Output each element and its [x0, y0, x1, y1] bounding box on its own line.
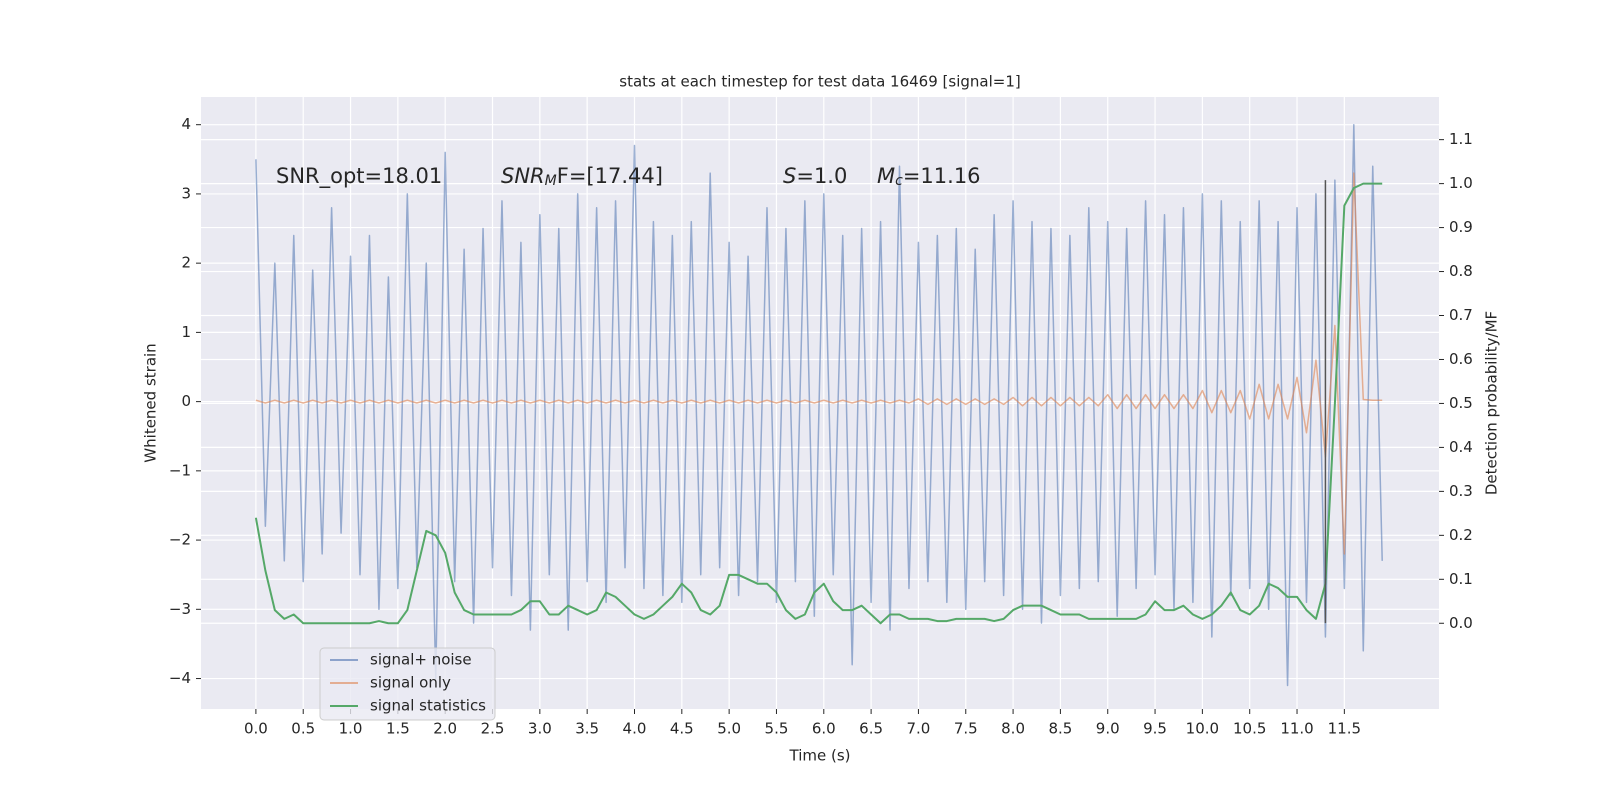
- x-tick-label: 3.0: [528, 720, 552, 738]
- y2-tick-label: 0.1: [1449, 570, 1473, 588]
- y2-tick-label: 0.0: [1449, 614, 1473, 632]
- series-line: [254, 182, 1383, 625]
- x-tick-label: 8.5: [1048, 720, 1072, 738]
- y2-tick-label: 0.7: [1449, 306, 1473, 324]
- annotation-part: c: [895, 173, 903, 189]
- annotation-part: =1.0: [796, 164, 847, 188]
- x-tick-label: 5.5: [765, 720, 789, 738]
- x-tick-label: 9.0: [1096, 720, 1120, 738]
- x-tick-label: 3.5: [575, 720, 599, 738]
- y2-tick-label: 1.1: [1449, 130, 1473, 148]
- annotation-part: SNR: [501, 164, 545, 188]
- x-tick-label: 10.0: [1186, 720, 1219, 738]
- annotation-part: F=[17.44]: [557, 164, 663, 188]
- y2-axis-label: Detection probability/MF: [1483, 311, 1501, 495]
- annotation: Mc=11.16: [877, 164, 981, 189]
- annotation-part: =11.16: [903, 164, 981, 188]
- x-axis-label: Time (s): [789, 747, 851, 765]
- x-tick-label: 4.5: [670, 720, 694, 738]
- x-tick-label: 8.0: [1001, 720, 1025, 738]
- x-tick-label: 5.0: [717, 720, 741, 738]
- x-tick-label: 2.0: [433, 720, 457, 738]
- x-tick-label: 0.0: [244, 720, 268, 738]
- y-tick-label: 4: [181, 115, 191, 133]
- x-tick-label: 11.5: [1328, 720, 1361, 738]
- y-tick-label: −3: [169, 600, 191, 618]
- y2-tick-label: 1.0: [1449, 174, 1473, 192]
- annotation-part: SNR_opt=18.01: [276, 164, 442, 189]
- x-tick-label: 4.0: [623, 720, 647, 738]
- annotation-part: S: [783, 164, 796, 188]
- y-tick-label: −2: [169, 531, 191, 549]
- x-tick-label: 1.0: [339, 720, 363, 738]
- y2-tick-label: 0.6: [1449, 350, 1473, 368]
- x-tick-label: 2.5: [481, 720, 505, 738]
- y2-tick-label: 0.2: [1449, 526, 1473, 544]
- annotation: SNR_opt=18.01: [276, 164, 442, 189]
- y-tick-label: −1: [169, 461, 191, 479]
- x-tick-label: 6.0: [812, 720, 836, 738]
- y2-tick-label: 0.9: [1449, 218, 1473, 236]
- x-tick-label: 9.5: [1143, 720, 1167, 738]
- x-tick-label: 0.5: [291, 720, 315, 738]
- chart-title: stats at each timestep for test data 164…: [619, 73, 1020, 91]
- x-tick-label: 1.5: [386, 720, 410, 738]
- x-tick-label: 7.0: [907, 720, 931, 738]
- legend-label: signal+ noise: [370, 651, 472, 669]
- annotation: S=1.0: [783, 164, 847, 188]
- y2-tick-label: 0.8: [1449, 262, 1473, 280]
- x-tick-label: 11.0: [1280, 720, 1313, 738]
- y-tick-label: 1: [181, 323, 191, 341]
- annotation-part: M: [877, 164, 895, 188]
- y-tick-label: −4: [169, 669, 191, 687]
- legend-label: signal statistics: [370, 697, 486, 715]
- y-tick-label: 2: [181, 254, 191, 272]
- y-axis-label: Whitened strain: [142, 343, 160, 462]
- annotation: SNRMF=[17.44]: [501, 164, 663, 189]
- series-line: [255, 172, 1383, 555]
- y2-tick-label: 0.3: [1449, 482, 1473, 500]
- legend-box: [319, 647, 496, 721]
- x-tick-label: 6.5: [859, 720, 883, 738]
- y-tick-label: 3: [181, 184, 191, 202]
- y-tick-label: 0: [181, 392, 191, 410]
- legend-label: signal only: [370, 674, 451, 692]
- x-tick-label: 10.5: [1233, 720, 1266, 738]
- annotation-part: M: [545, 173, 557, 189]
- x-tick-label: 7.5: [954, 720, 978, 738]
- series-line: [255, 123, 1383, 687]
- y2-tick-label: 0.5: [1449, 394, 1473, 412]
- y2-tick-label: 0.4: [1449, 438, 1473, 456]
